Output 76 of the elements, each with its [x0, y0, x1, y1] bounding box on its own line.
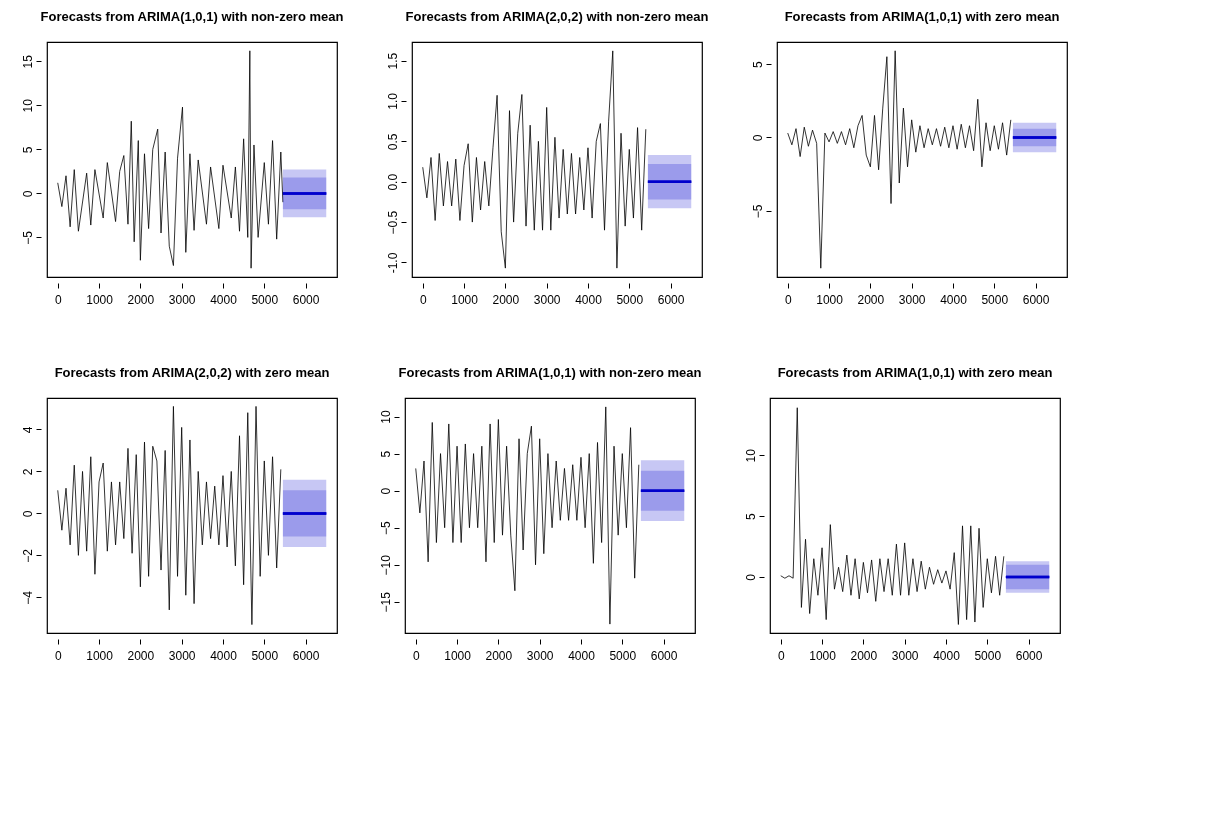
chart-title: Forecasts from ARIMA(1,0,1) with zero mean [784, 9, 1060, 24]
y-tick-label: -1.0 [385, 252, 400, 274]
x-tick-label: 0 [412, 648, 420, 663]
x-tick-label: 2000 [485, 648, 513, 663]
x-tick-label: 0 [419, 292, 427, 307]
x-tick-label: 6000 [1022, 292, 1050, 307]
y-tick-label: 1.0 [385, 92, 400, 110]
x-tick-label: 5000 [616, 292, 644, 307]
x-tick-label: 1000 [444, 648, 472, 663]
x-tick-label: 5000 [609, 648, 637, 663]
x-tick-label: 2000 [127, 648, 155, 663]
y-tick-label: 15 [20, 54, 35, 69]
y-tick-label: 10 [743, 448, 758, 463]
y-tick-label: −5 [378, 521, 393, 536]
y-tick-label: 0 [743, 573, 758, 581]
y-tick-label: 4 [20, 426, 35, 434]
x-tick-label: 6000 [292, 648, 320, 663]
x-tick-label: 1000 [451, 292, 479, 307]
x-tick-label: 5000 [981, 292, 1009, 307]
y-tick-label: 0 [378, 487, 393, 495]
x-tick-label: 4000 [210, 648, 238, 663]
x-tick-label: 3000 [168, 292, 196, 307]
y-tick-label: 0 [20, 510, 35, 518]
x-tick-label: 3000 [891, 648, 919, 663]
y-tick-label: −5 [750, 204, 765, 219]
x-tick-label: 6000 [292, 292, 320, 307]
x-tick-label: 2000 [492, 292, 520, 307]
y-tick-label: 5 [743, 512, 758, 520]
x-tick-label: 3000 [168, 648, 196, 663]
y-tick-label: 5 [20, 146, 35, 154]
x-tick-label: 3000 [898, 292, 926, 307]
x-tick-label: 1000 [816, 292, 844, 307]
y-tick-label: 2 [20, 468, 35, 476]
y-tick-label: 0 [750, 134, 765, 142]
x-tick-label: 3000 [526, 648, 554, 663]
x-tick-label: 4000 [933, 648, 961, 663]
x-tick-label: 4000 [575, 292, 603, 307]
y-tick-label: −10 [378, 554, 393, 576]
x-tick-label: 5000 [251, 648, 279, 663]
y-tick-label: 0.0 [385, 173, 400, 191]
x-tick-label: 0 [784, 292, 792, 307]
y-tick-label: −0.5 [385, 210, 400, 235]
y-tick-label: 0.5 [385, 133, 400, 151]
x-tick-label: 4000 [940, 292, 968, 307]
y-tick-label: −15 [378, 591, 393, 613]
chart-title: Forecasts from ARIMA(2,0,2) with zero mean [54, 365, 330, 380]
y-tick-label: 1.5 [385, 52, 400, 70]
chart-title: Forecasts from ARIMA(2,0,2) with non-zero mean [405, 9, 709, 24]
x-tick-label: 1000 [86, 648, 114, 663]
y-tick-label: 10 [378, 410, 393, 424]
x-tick-label: 3000 [533, 292, 561, 307]
x-tick-label: 6000 [657, 292, 685, 307]
x-tick-label: 2000 [127, 292, 155, 307]
x-tick-label: 6000 [1015, 648, 1043, 663]
y-tick-label: 5 [378, 450, 393, 458]
chart-title: Forecasts from ARIMA(1,0,1) with zero mean [777, 365, 1053, 380]
x-tick-label: 0 [777, 648, 785, 663]
x-tick-label: 0 [54, 648, 62, 663]
x-tick-label: 2000 [850, 648, 878, 663]
y-tick-label: 5 [750, 60, 765, 68]
y-tick-label: 0 [20, 190, 35, 198]
x-tick-label: 0 [54, 292, 62, 307]
chart-title: Forecasts from ARIMA(1,0,1) with non-zero mean [398, 365, 702, 380]
x-tick-label: 1000 [86, 292, 114, 307]
x-tick-label: 6000 [650, 648, 678, 663]
y-tick-label: −5 [20, 230, 35, 245]
x-tick-label: 4000 [568, 648, 596, 663]
x-tick-label: 1000 [809, 648, 837, 663]
chart-title: Forecasts from ARIMA(1,0,1) with non-zero mean [40, 9, 344, 24]
x-tick-label: 4000 [210, 292, 238, 307]
x-tick-label: 5000 [974, 648, 1002, 663]
x-tick-label: 5000 [251, 292, 279, 307]
y-tick-label: −4 [20, 590, 35, 605]
x-tick-label: 2000 [857, 292, 885, 307]
y-tick-label: 10 [20, 98, 35, 113]
y-tick-label: −2 [20, 548, 35, 563]
